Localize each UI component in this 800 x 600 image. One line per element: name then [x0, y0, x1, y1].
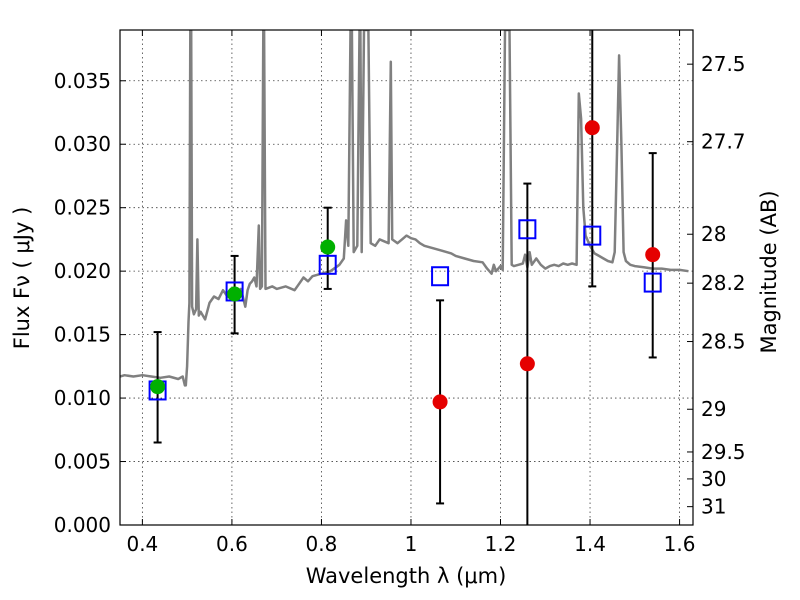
model-square-marker — [431, 266, 450, 287]
y2-tick-label: 28 — [701, 222, 726, 246]
y2-tick-label: 30 — [701, 467, 726, 491]
y-tick-label: 0.010 — [54, 386, 111, 410]
x-tick-label: 0.4 — [126, 532, 158, 556]
photometry-point — [645, 247, 661, 263]
tick-layer: 0.4 0.6 0.8 1 1.2 1.4 1.6 0.000 0.005 0.010 0.015 0… — [54, 30, 746, 556]
photometry-point — [320, 239, 336, 255]
y-tick-label: 0.005 — [54, 450, 111, 474]
y-tick-label: 0.035 — [54, 69, 111, 93]
photometry-point — [584, 120, 600, 136]
y2-tick-label: 27.5 — [701, 52, 746, 76]
x-tick-label: 0.6 — [216, 532, 248, 556]
photometry-point — [150, 379, 166, 395]
x-tick-label: 1 — [405, 532, 418, 556]
model-square-marker — [318, 254, 337, 275]
model-square-marker — [518, 219, 537, 240]
y2-tick-label: 31 — [701, 495, 726, 519]
plot-frame — [119, 29, 694, 526]
y-tick-label: 0.025 — [54, 196, 111, 220]
y-tick-label: 0.030 — [54, 132, 111, 156]
y-tick-label: 0.020 — [54, 259, 111, 283]
x-axis-title: Wavelength λ (μm) — [306, 564, 507, 588]
y2-axis-title: Magnitude (AB) — [757, 190, 781, 353]
y2-tick-label: 29 — [701, 397, 726, 421]
y-tick-label: 0.015 — [54, 323, 111, 347]
y-tick-label: 0.000 — [54, 513, 111, 537]
spectrum-line — [120, 30, 689, 387]
model-square-marker — [643, 272, 662, 293]
marker-layer — [148, 30, 662, 525]
plot-background — [120, 30, 693, 525]
series-layer — [120, 30, 689, 387]
photometry-point — [227, 286, 243, 302]
y2-tick-label: 28.2 — [701, 271, 746, 295]
model-square-marker — [583, 225, 602, 246]
y2-tick-label: 27.7 — [701, 130, 746, 154]
photometry-point — [519, 356, 535, 372]
x-tick-label: 1.6 — [664, 532, 696, 556]
x-tick-label: 1.2 — [485, 532, 517, 556]
y2-tick-label: 29.5 — [701, 440, 746, 464]
y-axis-title: Flux Fν ( μJy ) — [10, 207, 34, 350]
y2-tick-label: 28.5 — [701, 330, 746, 354]
x-tick-label: 1.4 — [574, 532, 606, 556]
photometry-point — [432, 394, 448, 410]
x-tick-label: 0.8 — [306, 532, 338, 556]
